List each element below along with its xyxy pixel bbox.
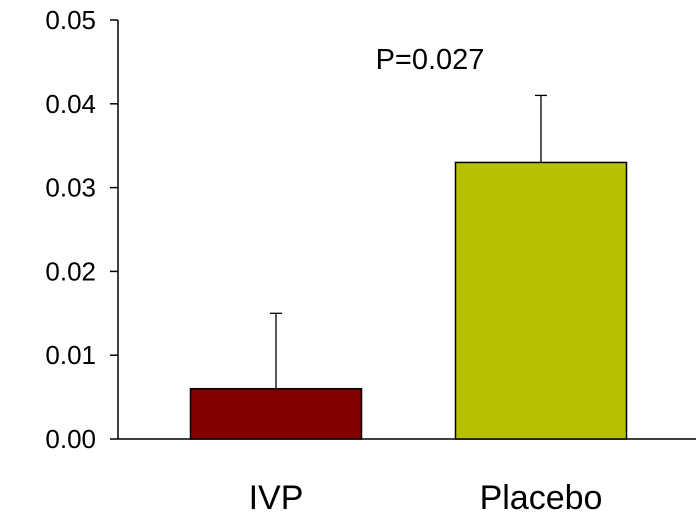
y-tick-label: 0.04 — [45, 89, 96, 119]
y-tick-label: 0.01 — [45, 340, 96, 370]
error-bars — [270, 94, 547, 389]
x-tick-label: Placebo — [480, 479, 603, 517]
y-ticks: 0.00 0.01 0.02 0.03 0.04 0.05 — [45, 5, 118, 454]
y-tick-label: 0.02 — [45, 256, 96, 286]
y-tick-label: 0.03 — [45, 173, 96, 203]
y-tick-label: 0.00 — [45, 424, 96, 454]
x-tick-label: IVP — [249, 479, 304, 517]
bar-ivp — [189, 387, 363, 440]
bar-placebo — [454, 161, 628, 440]
p-value-annotation: P=0.027 — [376, 44, 485, 76]
x-tick-labels: IVP Placebo — [249, 479, 603, 517]
y-tick-label: 0.05 — [45, 5, 96, 35]
bars — [189, 161, 628, 440]
